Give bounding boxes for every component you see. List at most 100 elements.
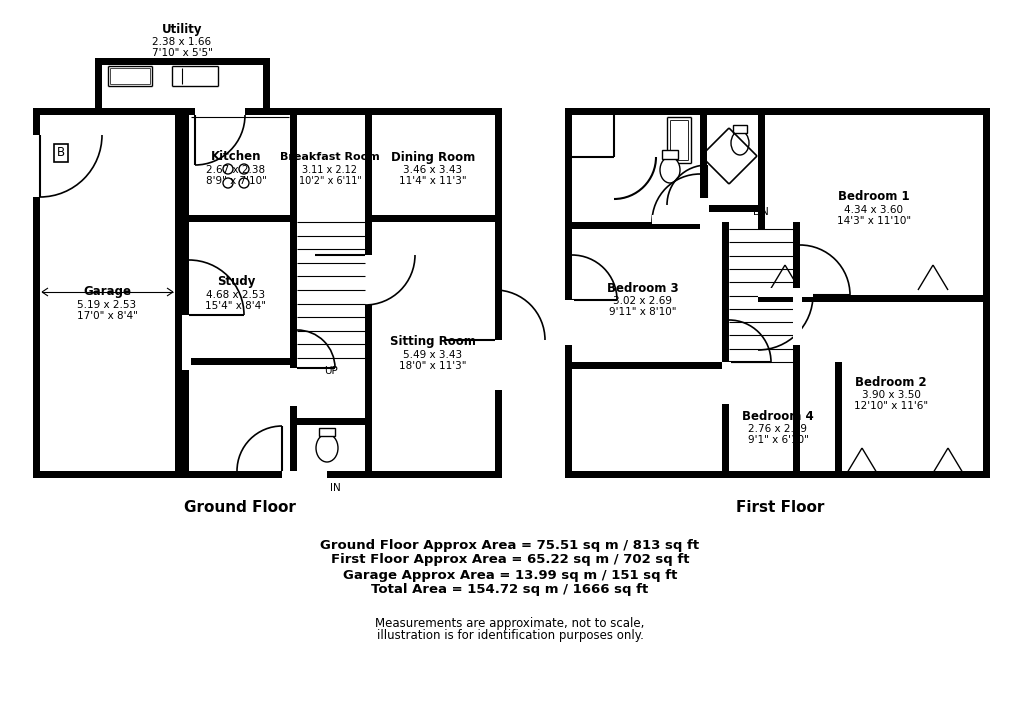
Bar (281, 471, 327, 480)
Text: UP: UP (324, 366, 337, 376)
Text: Bedroom 2: Bedroom 2 (854, 376, 926, 389)
Text: 2.67 x 2.38: 2.67 x 2.38 (206, 165, 265, 175)
Ellipse shape (659, 157, 680, 183)
Text: Study: Study (217, 276, 255, 289)
Text: 9'1" x 6'10": 9'1" x 6'10" (747, 435, 808, 445)
Text: 3.11 x 2.12: 3.11 x 2.12 (303, 165, 357, 175)
Text: 3.46 x 3.43: 3.46 x 3.43 (404, 165, 462, 175)
Text: Ground Floor Approx Area = 75.51 sq m / 813 sq ft: Ground Floor Approx Area = 75.51 sq m / … (320, 539, 699, 552)
Bar (365, 215, 372, 478)
Bar (651, 215, 699, 224)
Text: Garage: Garage (83, 286, 130, 299)
Bar (565, 222, 699, 229)
Bar (565, 362, 721, 369)
Text: 17'0" x 8'4": 17'0" x 8'4" (76, 311, 138, 321)
Text: First Floor: First Floor (735, 500, 823, 516)
Bar (95, 58, 270, 65)
Bar (175, 108, 181, 478)
Text: 2.38 x 1.66: 2.38 x 1.66 (152, 37, 211, 47)
Text: 10'2" x 6'11": 10'2" x 6'11" (299, 176, 361, 186)
Bar (95, 58, 102, 108)
Bar (365, 358, 372, 478)
Bar (721, 222, 729, 478)
Bar (699, 205, 757, 212)
Bar (757, 295, 989, 302)
Bar (289, 368, 299, 406)
Bar (757, 108, 764, 229)
Text: illustration is for identification purposes only.: illustration is for identification purpo… (376, 629, 643, 642)
Text: 18'0" x 11'3": 18'0" x 11'3" (398, 361, 467, 371)
Bar (792, 222, 799, 478)
Text: Sitting Room: Sitting Room (389, 336, 476, 348)
Text: Measurements are approximate, not to scale,: Measurements are approximate, not to sca… (375, 616, 644, 629)
Bar (565, 300, 574, 345)
Bar (181, 108, 189, 478)
Bar (289, 358, 297, 478)
Text: 12'10" x 11'6": 12'10" x 11'6" (853, 401, 927, 411)
Text: 11'4" x 11'3": 11'4" x 11'3" (398, 176, 467, 186)
Bar (289, 418, 365, 425)
Bar (565, 108, 989, 115)
Text: 3.02 x 2.69: 3.02 x 2.69 (612, 296, 672, 306)
Bar (33, 108, 181, 115)
Bar (982, 108, 989, 478)
Text: 9'11" x 8'10": 9'11" x 8'10" (608, 307, 676, 317)
Ellipse shape (731, 131, 748, 155)
Text: 15'4" x 8'4": 15'4" x 8'4" (205, 301, 266, 311)
Text: 5.49 x 3.43: 5.49 x 3.43 (404, 350, 462, 360)
Bar (565, 108, 572, 478)
Text: 2.76 x 2.09: 2.76 x 2.09 (748, 424, 807, 434)
Bar (181, 358, 289, 365)
Text: IN: IN (329, 483, 340, 493)
Text: Breakfast Room: Breakfast Room (280, 152, 379, 162)
Bar (181, 215, 289, 222)
Ellipse shape (316, 434, 337, 462)
Bar (494, 108, 501, 478)
Bar (365, 108, 372, 215)
Bar (365, 215, 501, 222)
Bar (181, 108, 501, 115)
Text: 14'3" x 11'10": 14'3" x 11'10" (837, 216, 910, 226)
Text: Dining Room: Dining Room (390, 150, 475, 163)
Circle shape (238, 164, 249, 174)
Bar (494, 340, 503, 390)
Text: Bedroom 3: Bedroom 3 (606, 282, 679, 294)
Bar (733, 125, 746, 133)
Text: Utility: Utility (162, 24, 202, 37)
Bar (757, 288, 812, 297)
Circle shape (223, 178, 232, 188)
Text: Garage Approx Area = 13.99 sq m / 151 sq ft: Garage Approx Area = 13.99 sq m / 151 sq… (342, 569, 677, 582)
Bar (33, 135, 42, 197)
Text: 7'10" x 5'5": 7'10" x 5'5" (152, 48, 212, 58)
Text: B: B (57, 146, 65, 160)
Text: 5.19 x 2.53: 5.19 x 2.53 (77, 300, 137, 310)
Text: Kitchen: Kitchen (211, 150, 261, 163)
Bar (263, 58, 270, 108)
Text: Bedroom 1: Bedroom 1 (838, 191, 909, 204)
Bar (33, 108, 40, 478)
Bar (835, 362, 841, 478)
Bar (289, 108, 297, 358)
Bar (699, 108, 706, 229)
Bar (319, 428, 334, 436)
Bar (181, 315, 191, 370)
Text: First Floor Approx Area = 65.22 sq m / 702 sq ft: First Floor Approx Area = 65.22 sq m / 7… (330, 554, 689, 567)
Bar (195, 108, 245, 117)
Bar (175, 108, 181, 478)
Text: Total Area = 154.72 sq m / 1666 sq ft: Total Area = 154.72 sq m / 1666 sq ft (371, 583, 648, 596)
Text: Ground Floor: Ground Floor (183, 500, 296, 516)
Text: 4.68 x 2.53: 4.68 x 2.53 (206, 290, 265, 300)
Bar (365, 255, 374, 305)
Text: DN: DN (752, 207, 768, 217)
Bar (565, 471, 989, 478)
Circle shape (223, 164, 232, 174)
Bar (721, 362, 731, 404)
Bar (661, 150, 678, 159)
Text: 3.90 x 3.50: 3.90 x 3.50 (861, 390, 919, 400)
Bar (365, 215, 372, 358)
Text: Bedroom 4: Bedroom 4 (742, 410, 813, 423)
Bar (792, 295, 801, 345)
Bar (33, 471, 181, 478)
Text: 8'9" x 7'10": 8'9" x 7'10" (206, 176, 266, 186)
Text: 4.34 x 3.60: 4.34 x 3.60 (844, 205, 903, 215)
